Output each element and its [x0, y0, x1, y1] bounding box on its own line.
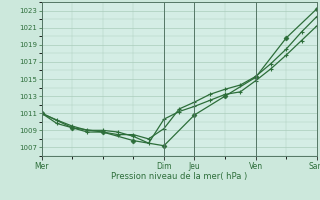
- X-axis label: Pression niveau de la mer( hPa ): Pression niveau de la mer( hPa ): [111, 172, 247, 181]
